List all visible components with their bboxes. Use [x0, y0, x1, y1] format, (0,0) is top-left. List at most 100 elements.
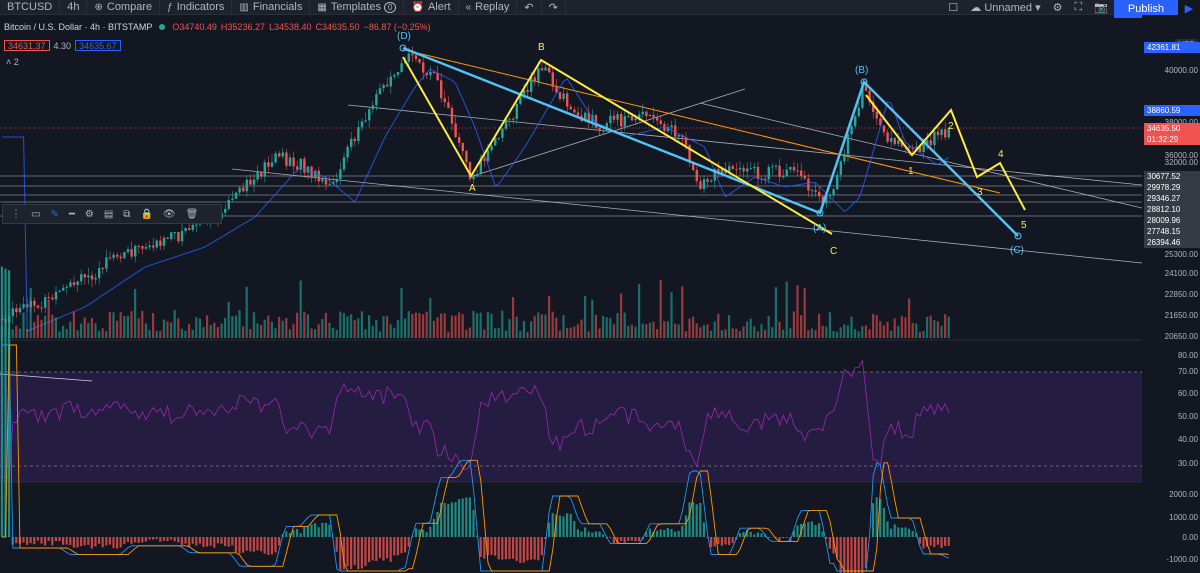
templates-count: 0 [384, 1, 397, 13]
rsi-line [2, 359, 950, 478]
yellow-wave-abc [402, 56, 833, 235]
price-box-6: 28812.10 [1144, 204, 1200, 215]
alarm-clock-icon: ⏰ [411, 1, 424, 13]
camera-icon: 📷 [1094, 2, 1108, 14]
blue-wave-path [402, 46, 1019, 237]
indicators-label: Indicators [176, 1, 225, 13]
candles [0, 46, 950, 329]
interval-label: 4h [67, 1, 80, 13]
template-icon[interactable]: ▤ [103, 208, 114, 220]
market-status-icon [159, 24, 166, 30]
rsi-band [0, 372, 1142, 482]
square-icon: ☐ [948, 2, 959, 14]
interval-button[interactable]: 4h [60, 0, 88, 15]
bid-price[interactable]: 34631.37 [4, 40, 50, 51]
line-width-icon[interactable]: ━ [68, 208, 75, 220]
rsi-tick-70: 70.00 [1177, 367, 1198, 376]
settings-icon[interactable]: ⚙ [84, 208, 94, 220]
wave-label-C-paren: (C) [1010, 245, 1024, 256]
price-box-2: 38860.59 [1144, 105, 1200, 116]
wave-label-B-paren: (B) [855, 65, 868, 76]
undo-button[interactable]: ↶ [517, 0, 542, 15]
rsi-tick-60: 60.00 [1177, 389, 1198, 398]
moving-average-line [2, 68, 950, 332]
price-axis[interactable]: USD 42361.81 40000.00 38860.59 38000.00 … [1142, 15, 1200, 573]
templates-label: Templates [330, 1, 381, 13]
toolbar-right: ☐ ☁ Unnamed ▾ ⚙ ⛶ 📷 Publish ▶ [942, 0, 1200, 18]
indicators-count-label: 2 [13, 57, 19, 67]
wave-label-A-paren: (A) [813, 223, 826, 234]
fullscreen-button[interactable]: ⛶ [1069, 0, 1089, 15]
drag-handle-icon[interactable]: ⋮ [11, 208, 21, 220]
alert-button[interactable]: ⏰ Alert [404, 0, 459, 15]
macd-tick-1000: 1000.00 [1169, 513, 1198, 522]
blue-wave-nodes [399, 44, 1022, 240]
rsi-trendline [0, 373, 93, 382]
indicators-button[interactable]: ƒ Indicators [160, 0, 233, 15]
line-color-icon[interactable]: ✎ [50, 208, 59, 220]
trash-icon[interactable]: 🗑 [185, 208, 199, 220]
gear-icon: ⚙ [1052, 2, 1063, 14]
replay-button[interactable]: «Replay [459, 0, 518, 15]
price-box-8: 27748.15 [1144, 226, 1200, 237]
bid-ask: 34631.37 4.30 34635.67 [4, 40, 121, 51]
publish-button[interactable]: Publish [1113, 0, 1178, 18]
symbol-search[interactable]: BTCUSD [0, 0, 61, 15]
visibility-icon[interactable]: 👁 [162, 208, 176, 220]
financials-icon: ▥ [239, 1, 249, 13]
layout-name-button[interactable]: ☁ Unnamed ▾ [964, 0, 1046, 15]
price-box-7: 28009.96 [1144, 215, 1200, 226]
play-button[interactable]: ▶ [1178, 0, 1200, 18]
ohlc-open: O34740.49 [172, 22, 217, 32]
chevron-up-icon: ˄ [6, 57, 12, 67]
settings-button[interactable]: ⚙ [1047, 0, 1069, 15]
cloud-icon: ☁ [970, 2, 982, 14]
chart-legend: Bitcoin / U.S. Dollar · 4h · BITSTAMP O3… [4, 22, 431, 32]
chart-canvas[interactable]: (D) (A) (B) (C) A B C 1 2 3 4 5 [0, 15, 1142, 573]
indicators-toggle[interactable]: ˄ 2 [6, 57, 19, 67]
price-box-current: 34635.50 [1144, 123, 1200, 134]
redo-button[interactable]: ↷ [542, 0, 566, 15]
macd-signal-line [2, 344, 949, 572]
compare-button[interactable]: ⊕ Compare [87, 0, 161, 15]
symbol-title: Bitcoin / U.S. Dollar · 4h · BITSTAMP [4, 22, 153, 32]
drawing-toolbar: ⋮ ▭ ✎ ━ ⚙ ▤ ⧉ 🔒 👁 🗑 [2, 204, 222, 224]
rsi-tick-80: 80.00 [1177, 351, 1198, 360]
symbol-label: BTCUSD [7, 1, 53, 13]
ohlc-close: C34635.50 [315, 22, 360, 32]
snapshot-button[interactable]: 📷 [1088, 0, 1114, 15]
ask-price[interactable]: 34635.67 [75, 40, 121, 51]
ohlc-change: −86.87 (−0.25%) [363, 22, 431, 32]
clone-icon[interactable]: ⧉ [123, 208, 131, 220]
background-color-icon[interactable]: ▭ [31, 208, 41, 220]
alert-label: Alert [427, 1, 451, 13]
wave-label-5: 5 [1021, 220, 1027, 231]
replay-icon: « [465, 1, 472, 13]
tick-22850: 22850.00 [1164, 290, 1198, 299]
tick-32000: 32000.00 [1164, 158, 1198, 167]
price-box-3: 30677.52 [1144, 171, 1200, 182]
spread-value: 4.30 [53, 40, 72, 51]
rsi-tick-40: 40.00 [1177, 435, 1198, 444]
compare-label: Compare [106, 1, 153, 13]
tick-36000: 36000.00 [1164, 151, 1198, 160]
undo-icon: ↶ [524, 1, 534, 14]
templates-button[interactable]: ▦ Templates 0 [310, 0, 405, 15]
volume-bars [0, 280, 950, 338]
wave-label-4: 4 [998, 149, 1004, 160]
layout-toggle-button[interactable]: ☐ [942, 0, 964, 15]
financials-label: Financials [252, 1, 303, 13]
wave-label-C: C [830, 246, 837, 257]
wave-label-A: A [469, 183, 476, 194]
publish-label: Publish [1127, 2, 1164, 15]
wave-label-1: 1 [908, 166, 914, 177]
play-icon: ▶ [1184, 3, 1194, 15]
lock-icon[interactable]: 🔒 [140, 208, 153, 220]
plus-circle-icon: ⊕ [94, 1, 103, 13]
price-box-5: 29346.27 [1144, 193, 1200, 204]
layout-name-label: Unnamed [984, 1, 1033, 14]
tick-38000: 38000.00 [1165, 118, 1198, 127]
price-box-1: 42361.81 [1144, 42, 1200, 53]
templates-icon: ▦ [317, 1, 327, 13]
financials-button[interactable]: ▥ Financials [232, 0, 311, 15]
